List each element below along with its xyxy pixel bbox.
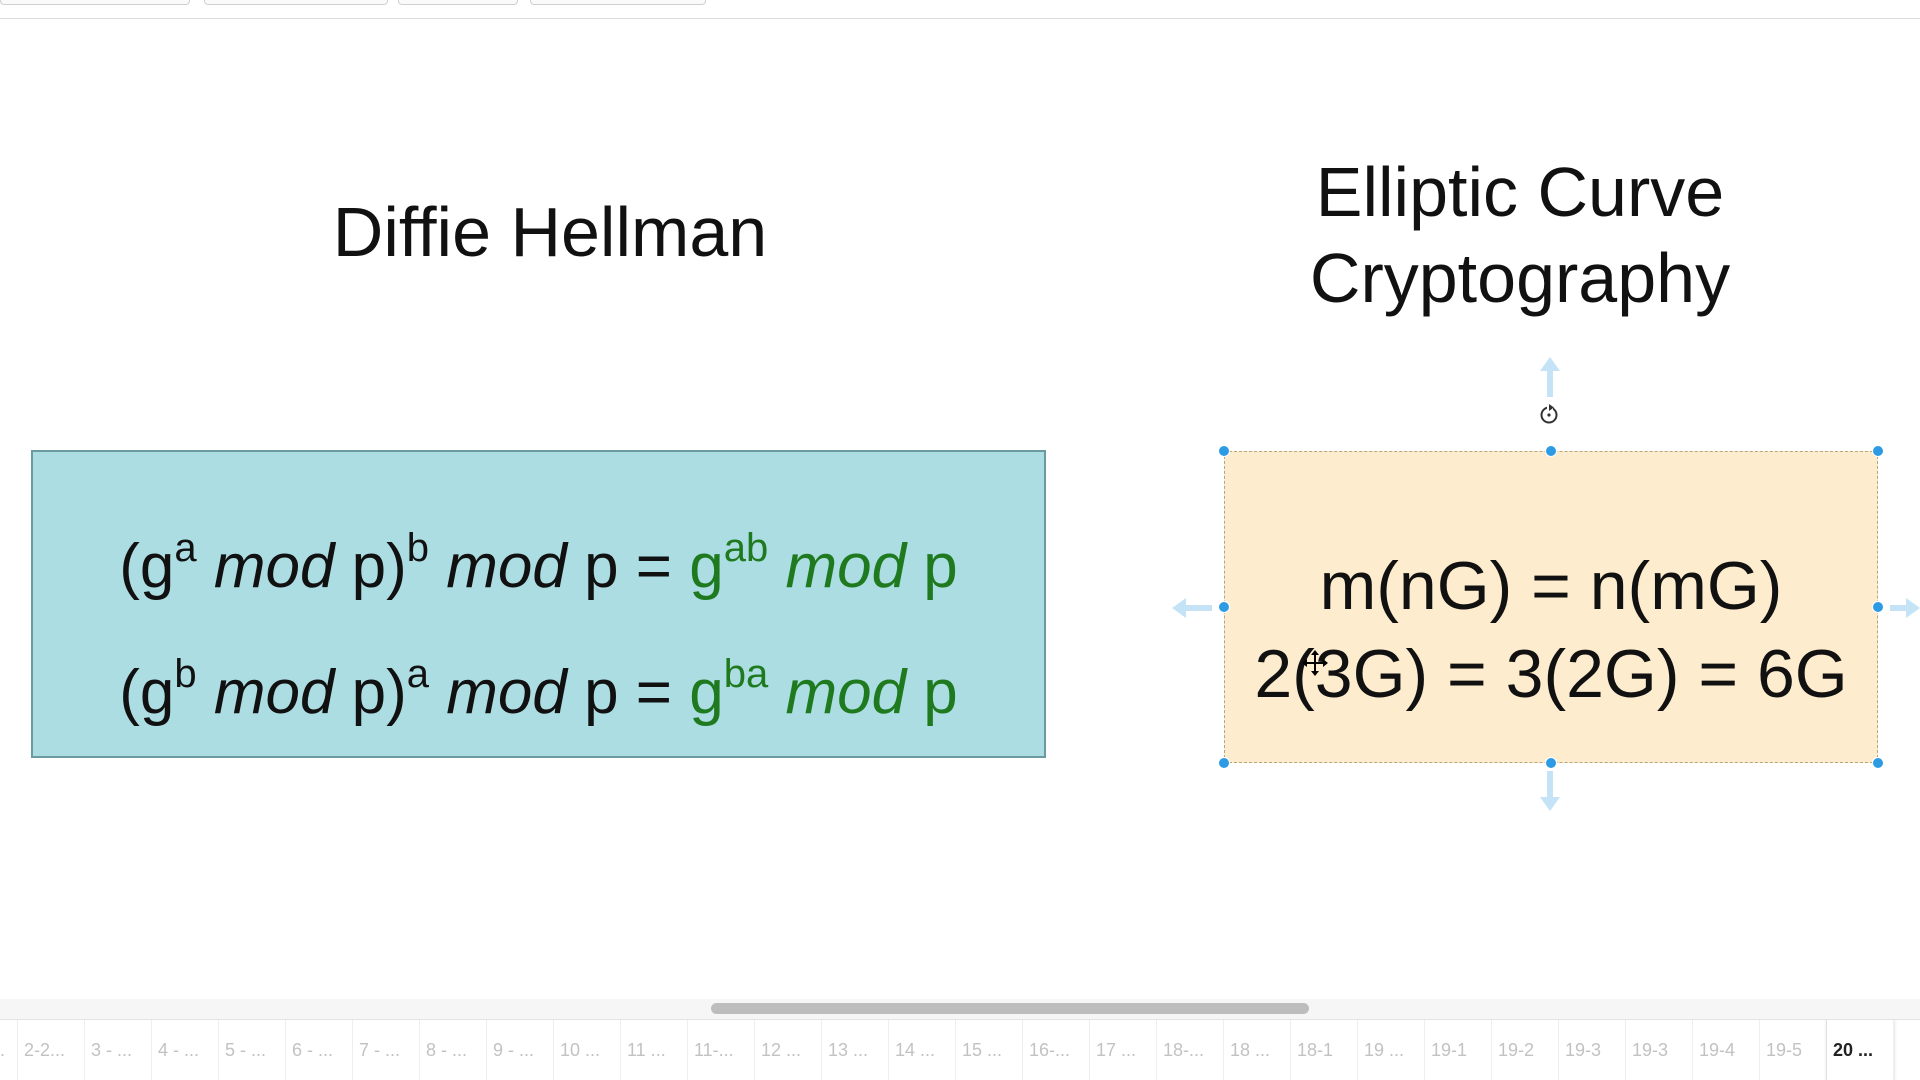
slide-tab-0[interactable]: .: [0, 1020, 18, 1080]
slide-tab-19[interactable]: 18 ...: [1224, 1020, 1291, 1080]
dh-l2-exp2: a: [406, 652, 430, 696]
connect-arrow-up-icon[interactable]: [1538, 357, 1562, 397]
dh-l2-result-base: g: [689, 658, 724, 727]
slide-tab-28[interactable]: 20 ...: [1827, 1020, 1894, 1080]
slide-tab-4[interactable]: 5 - ...: [219, 1020, 286, 1080]
toolbar: [0, 0, 1920, 19]
dh-l2-tail: p =: [566, 658, 690, 727]
ecc-equation-line-1: m(nG) = n(mG): [1319, 548, 1783, 624]
slide-tab-8[interactable]: 9 - ...: [487, 1020, 554, 1080]
dh-equation-line-2: (gb mod p)a mod p = gba mod p: [33, 654, 1044, 728]
dh-l2-mod2: mod: [446, 658, 567, 727]
slide-tab-27[interactable]: 19-5: [1760, 1020, 1827, 1080]
slide-tab-25[interactable]: 19-3: [1626, 1020, 1693, 1080]
connect-arrow-left-icon[interactable]: [1172, 596, 1212, 620]
dh-l2-result-exp: ba: [723, 652, 769, 696]
move-cursor-icon: [1302, 650, 1328, 676]
slide-tab-5[interactable]: 6 - ...: [286, 1020, 353, 1080]
toolbar-button-4[interactable]: [530, 0, 706, 5]
slide-tab-22[interactable]: 19-1: [1425, 1020, 1492, 1080]
toolbar-button-2[interactable]: [204, 0, 388, 5]
slide-tab-7[interactable]: 8 - ...: [420, 1020, 487, 1080]
resize-handle-bottom-center[interactable]: [1545, 757, 1557, 769]
dh-l2-open: (g: [119, 658, 175, 727]
dh-l2-exp1: b: [174, 652, 197, 696]
slide-tab-3[interactable]: 4 - ...: [152, 1020, 219, 1080]
dh-l1-result-mod: mod: [785, 532, 907, 601]
slide-tab-21[interactable]: 19 ...: [1358, 1020, 1425, 1080]
slide-tab-11[interactable]: 11-...: [688, 1020, 755, 1080]
slide-tab-9[interactable]: 10 ...: [554, 1020, 621, 1080]
slide-strip: . 2-2... 3 - ... 4 - ... 5 - ... 6 - ... 7 - .…: [0, 1019, 1920, 1080]
slide-tab-18[interactable]: 18-...: [1157, 1020, 1224, 1080]
dh-equation-line-1: (ga mod p)b mod p = gab mod p: [33, 528, 1044, 602]
dh-l1-result-tail: p: [906, 532, 958, 601]
dh-l1-result-exp: ab: [723, 526, 769, 570]
ecc-title-line1: Elliptic Curve: [1315, 153, 1725, 231]
dh-l1-result-base: g: [689, 532, 724, 601]
dh-l1-mid: p): [334, 532, 407, 601]
slide-tab-13[interactable]: 13 ...: [822, 1020, 889, 1080]
dh-l2-result-mod: mod: [785, 658, 907, 727]
ecc-title-line2: Cryptography: [1309, 239, 1731, 317]
resize-handle-bottom-right[interactable]: [1872, 757, 1884, 769]
dh-l1-open: (g: [119, 532, 175, 601]
resize-handle-middle-right[interactable]: [1872, 601, 1884, 613]
ecc-equation-box[interactable]: m(nG) = n(mG) 2(3G) = 3(2G) = 6G: [1224, 451, 1878, 763]
diffie-hellman-equation-box[interactable]: (ga mod p)b mod p = gab mod p (gb mod p)…: [31, 450, 1046, 758]
slide-tab-17[interactable]: 17 ...: [1090, 1020, 1157, 1080]
slide-tab-14[interactable]: 14 ...: [889, 1020, 956, 1080]
slide-tab-10[interactable]: 11 ...: [621, 1020, 688, 1080]
resize-handle-top-center[interactable]: [1545, 445, 1557, 457]
slide-tab-26[interactable]: 19-4: [1693, 1020, 1760, 1080]
slide-tab-1[interactable]: 2-2...: [18, 1020, 85, 1080]
slide-canvas[interactable]: Diffie Hellman Elliptic Curve Cryptograp…: [0, 19, 1920, 999]
dh-l2-mid: p): [334, 658, 407, 727]
toolbar-button-3[interactable]: [398, 0, 518, 5]
diffie-hellman-title[interactable]: Diffie Hellman: [332, 193, 768, 271]
slide-tab-6[interactable]: 7 - ...: [353, 1020, 420, 1080]
dh-l1-exp1: a: [174, 526, 197, 570]
connect-arrow-down-icon[interactable]: [1538, 771, 1562, 811]
ecc-title[interactable]: Elliptic Curve Cryptography: [1180, 149, 1860, 321]
dh-l1-tail: p =: [566, 532, 690, 601]
slide-tab-2[interactable]: 3 - ...: [85, 1020, 152, 1080]
resize-handle-top-left[interactable]: [1218, 445, 1230, 457]
resize-handle-bottom-left[interactable]: [1218, 757, 1230, 769]
slide-tab-20[interactable]: 18-1: [1291, 1020, 1358, 1080]
dh-l1-mod1: mod: [213, 532, 335, 601]
resize-handle-top-right[interactable]: [1872, 445, 1884, 457]
slide-tab-23[interactable]: 19-2: [1492, 1020, 1559, 1080]
toolbar-button-1[interactable]: [0, 0, 190, 5]
rotate-icon[interactable]: [1538, 403, 1560, 425]
slide-tab-24[interactable]: 19-3: [1559, 1020, 1626, 1080]
dh-l1-exp2: b: [406, 526, 430, 570]
resize-handle-middle-left[interactable]: [1218, 601, 1230, 613]
dh-l1-mod2: mod: [446, 532, 567, 601]
slide-tab-12[interactable]: 12 ...: [755, 1020, 822, 1080]
slide-tab-16[interactable]: 16-...: [1023, 1020, 1090, 1080]
ecc-equation-line-2: 2(3G) = 3(2G) = 6G: [1254, 636, 1848, 712]
connect-arrow-right-icon[interactable]: [1890, 596, 1920, 620]
slide-strip-scrollbar[interactable]: [711, 1003, 1309, 1014]
dh-l2-result-tail: p: [906, 658, 958, 727]
slide-tab-15[interactable]: 15 ...: [956, 1020, 1023, 1080]
dh-l2-mod1: mod: [213, 658, 335, 727]
